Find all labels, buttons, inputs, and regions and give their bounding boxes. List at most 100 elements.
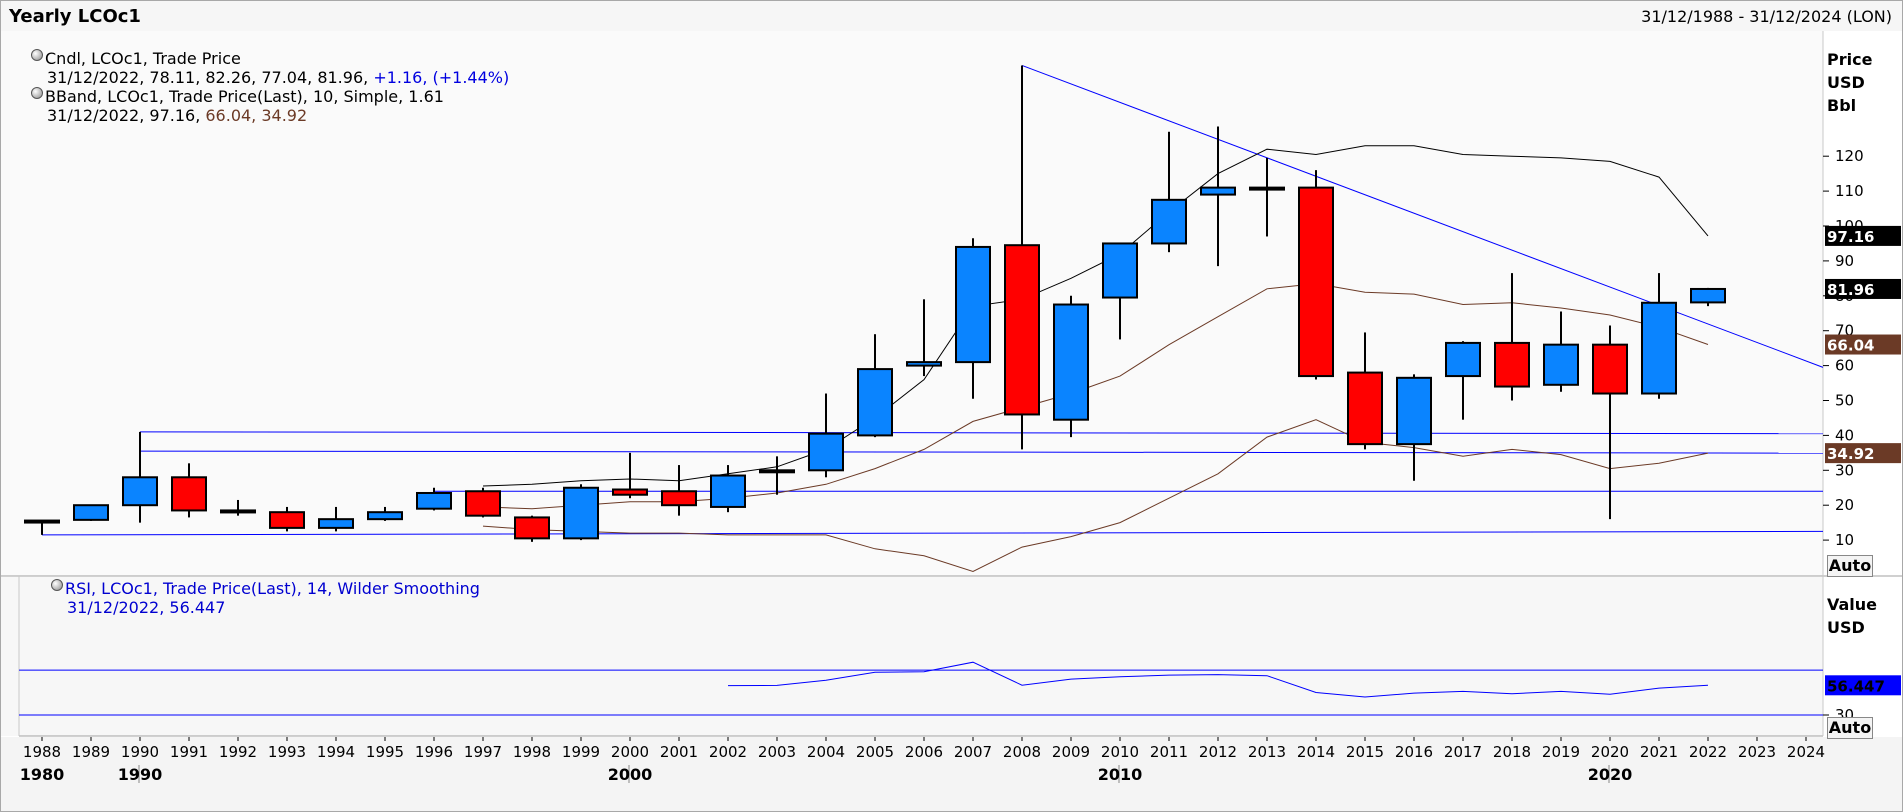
rsi-legend-values: 31/12/2022, 56.447 xyxy=(67,598,226,617)
candle-body xyxy=(1004,244,1040,416)
x-tick-label: 1997 xyxy=(464,743,502,761)
candle-body xyxy=(1053,303,1089,421)
x-tick-label: 2013 xyxy=(1248,743,1286,761)
candle-body xyxy=(808,432,844,472)
candle-body xyxy=(465,490,501,517)
x-tick-label: 1999 xyxy=(562,743,600,761)
candle-body xyxy=(759,469,795,474)
candle-body xyxy=(1200,186,1236,196)
rsi-auto-button[interactable]: Auto xyxy=(1827,717,1873,739)
candle-body xyxy=(73,504,109,521)
price-tag-label: 66.04 xyxy=(1827,337,1874,355)
candle-body xyxy=(661,490,697,507)
candle-body xyxy=(906,361,942,367)
x-tick-label: 2019 xyxy=(1542,743,1580,761)
candle-body xyxy=(1347,371,1383,446)
y-tick-label: 10 xyxy=(1835,531,1854,549)
rsi-legend[interactable]: RSI, LCOc1, Trade Price(Last), 14, Wilde… xyxy=(51,579,480,617)
bband-legend-mid: 66.04, xyxy=(205,106,257,125)
candle-body xyxy=(1445,341,1481,378)
x-tick-label: 1989 xyxy=(72,743,110,761)
x-axis-bg xyxy=(1,737,1902,811)
x-tick-label: 2008 xyxy=(1003,743,1041,761)
x-tick-label: 1998 xyxy=(513,743,551,761)
x-tick-label: 2024 xyxy=(1787,743,1825,761)
price-auto-button[interactable]: Auto xyxy=(1827,555,1873,577)
candle-body xyxy=(171,476,207,512)
candle-body xyxy=(1641,301,1677,395)
candle-body xyxy=(1102,242,1138,299)
rsi-line xyxy=(727,661,1709,698)
price-tag xyxy=(1825,225,1901,246)
x-tick-label: 1991 xyxy=(170,743,208,761)
candle-body xyxy=(1151,198,1187,245)
rsi-axis-title: Value USD xyxy=(1827,593,1877,639)
candle-body xyxy=(955,245,991,364)
trend-line xyxy=(41,530,1824,536)
price-tag-label: 34.92 xyxy=(1827,445,1874,463)
candle-body xyxy=(1690,287,1726,304)
x-tick-label: 2015 xyxy=(1346,743,1384,761)
rsi-legend-title: RSI, LCOc1, Trade Price(Last), 14, Wilde… xyxy=(65,579,480,598)
candle-body xyxy=(1494,341,1530,388)
candle-body xyxy=(269,511,305,529)
x-tick-label: 2016 xyxy=(1395,743,1433,761)
x-tick-label: 2003 xyxy=(758,743,796,761)
x-tick-label: 1990 xyxy=(121,743,159,761)
candle-body xyxy=(318,518,354,529)
price-tag xyxy=(1825,278,1901,299)
price-tag-label: 81.96 xyxy=(1827,281,1874,299)
price-axis-currency: USD xyxy=(1827,73,1865,92)
legend-bullet-icon xyxy=(31,87,43,99)
y-tick-label: 20 xyxy=(1835,496,1854,514)
candle-legend[interactable]: Cndl, LCOc1, Trade Price 31/12/2022, 78.… xyxy=(31,49,509,125)
x-tick-label: 2023 xyxy=(1738,743,1776,761)
x-tick-label: 2021 xyxy=(1640,743,1678,761)
x-tick-label: 2001 xyxy=(660,743,698,761)
decade-label: 2020 xyxy=(1588,765,1633,784)
trend-line xyxy=(139,431,1824,435)
x-tick-label: 1992 xyxy=(219,743,257,761)
chart-canvas[interactable]: 10203040506070809010011012097.1681.9666.… xyxy=(1,31,1902,811)
rsi-axis-unit: USD xyxy=(1827,618,1865,637)
decade-label: 1990 xyxy=(118,765,163,784)
y-tick-label: 60 xyxy=(1835,357,1854,375)
x-tick-label: 1995 xyxy=(366,743,404,761)
decade-label: 1980 xyxy=(20,765,65,784)
x-tick-label: 2018 xyxy=(1493,743,1531,761)
candle-legend-change: +1.16, (+1.44%) xyxy=(373,68,510,87)
bband-legend-low: 34.92 xyxy=(261,106,308,125)
chart-title: Yearly LCOc1 xyxy=(9,6,141,27)
y-tick-label: 50 xyxy=(1835,392,1854,410)
x-tick-label: 2022 xyxy=(1689,743,1727,761)
legend-bullet-icon xyxy=(51,579,63,591)
price-axis-unit: Bbl xyxy=(1827,96,1857,115)
candle-body xyxy=(416,491,452,510)
candle-legend-title: Cndl, LCOc1, Trade Price xyxy=(45,49,241,68)
candle-body xyxy=(24,519,60,524)
candle-body xyxy=(1592,343,1628,395)
candle-body xyxy=(367,511,403,521)
candle-body xyxy=(710,474,746,508)
candle-body xyxy=(122,476,158,507)
candle-body xyxy=(514,516,550,540)
candle-body xyxy=(1396,376,1432,446)
candle-body xyxy=(612,488,648,496)
candle-body xyxy=(857,368,893,437)
price-tag xyxy=(1825,443,1901,464)
bband-upper-line xyxy=(482,145,1709,487)
trend-line xyxy=(1021,64,1824,368)
candle-legend-values: 31/12/2022, 78.11, 82.26, 77.04, 81.96, xyxy=(47,68,369,87)
x-tick-label: 2020 xyxy=(1591,743,1629,761)
y-tick-label: 110 xyxy=(1835,182,1864,200)
x-tick-label: 2011 xyxy=(1150,743,1188,761)
bband-legend-title: BBand, LCOc1, Trade Price(Last), 10, Sim… xyxy=(45,87,444,106)
date-range[interactable]: 31/12/1988 - 31/12/2024 (LON) xyxy=(1641,7,1892,26)
x-tick-label: 2006 xyxy=(905,743,943,761)
price-axis-label: Price xyxy=(1827,50,1873,69)
rsi-axis-label: Value xyxy=(1827,595,1878,614)
x-tick-label: 2000 xyxy=(611,743,649,761)
rsi-value-tag-label: 56.447 xyxy=(1827,677,1885,695)
x-tick-label: 2017 xyxy=(1444,743,1482,761)
